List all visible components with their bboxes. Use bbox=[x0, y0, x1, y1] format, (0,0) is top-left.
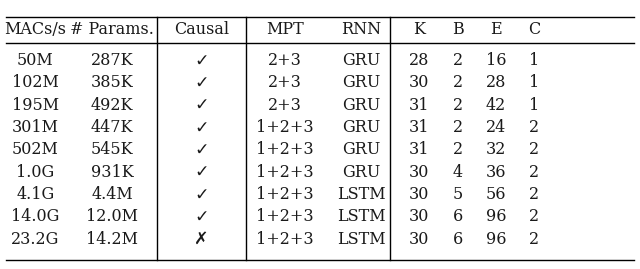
Text: 6: 6 bbox=[452, 231, 463, 248]
Text: ✓: ✓ bbox=[195, 96, 209, 114]
Text: 56: 56 bbox=[486, 186, 506, 203]
Text: 2+3: 2+3 bbox=[268, 97, 301, 114]
Text: ✓: ✓ bbox=[195, 52, 209, 69]
Text: 1: 1 bbox=[529, 74, 540, 91]
Text: 31: 31 bbox=[409, 141, 429, 158]
Text: # Params.: # Params. bbox=[70, 21, 154, 38]
Text: 502M: 502M bbox=[12, 141, 59, 158]
Text: 50M: 50M bbox=[17, 52, 54, 69]
Text: 4.4M: 4.4M bbox=[91, 186, 133, 203]
Text: 31: 31 bbox=[409, 97, 429, 114]
Text: 102M: 102M bbox=[12, 74, 59, 91]
Text: 4.1G: 4.1G bbox=[16, 186, 54, 203]
Text: ✗: ✗ bbox=[195, 230, 209, 248]
Text: 2: 2 bbox=[529, 141, 540, 158]
Text: 96: 96 bbox=[486, 208, 506, 225]
Text: ✓: ✓ bbox=[195, 208, 209, 226]
Text: GRU: GRU bbox=[342, 97, 381, 114]
Text: 492K: 492K bbox=[91, 97, 133, 114]
Text: LSTM: LSTM bbox=[337, 186, 386, 203]
Text: 1.0G: 1.0G bbox=[16, 164, 54, 181]
Text: GRU: GRU bbox=[342, 119, 381, 136]
Text: ✓: ✓ bbox=[195, 119, 209, 136]
Text: LSTM: LSTM bbox=[337, 208, 386, 225]
Text: GRU: GRU bbox=[342, 74, 381, 91]
Text: 96: 96 bbox=[486, 231, 506, 248]
Text: 545K: 545K bbox=[91, 141, 133, 158]
Text: 36: 36 bbox=[486, 164, 506, 181]
Text: 23.2G: 23.2G bbox=[11, 231, 60, 248]
Text: ✓: ✓ bbox=[195, 141, 209, 159]
Text: E: E bbox=[490, 21, 502, 38]
Text: 4: 4 bbox=[452, 164, 463, 181]
Text: 32: 32 bbox=[486, 141, 506, 158]
Text: 1+2+3: 1+2+3 bbox=[256, 231, 314, 248]
Text: 28: 28 bbox=[486, 74, 506, 91]
Text: 42: 42 bbox=[486, 97, 506, 114]
Text: LSTM: LSTM bbox=[337, 231, 386, 248]
Text: 2+3: 2+3 bbox=[268, 52, 301, 69]
Text: 5: 5 bbox=[452, 186, 463, 203]
Text: 30: 30 bbox=[409, 186, 429, 203]
Text: 287K: 287K bbox=[91, 52, 133, 69]
Text: 1: 1 bbox=[529, 52, 540, 69]
Text: 2: 2 bbox=[452, 74, 463, 91]
Text: 30: 30 bbox=[409, 164, 429, 181]
Text: ✓: ✓ bbox=[195, 74, 209, 92]
Text: 2: 2 bbox=[529, 208, 540, 225]
Text: 2+3: 2+3 bbox=[268, 74, 301, 91]
Text: 2: 2 bbox=[452, 119, 463, 136]
Text: RNN: RNN bbox=[342, 21, 381, 38]
Text: 30: 30 bbox=[409, 74, 429, 91]
Text: 2: 2 bbox=[452, 52, 463, 69]
Text: 2: 2 bbox=[529, 231, 540, 248]
Text: 30: 30 bbox=[409, 208, 429, 225]
Text: ✓: ✓ bbox=[195, 163, 209, 181]
Text: 301M: 301M bbox=[12, 119, 59, 136]
Text: 31: 31 bbox=[409, 119, 429, 136]
Text: 2: 2 bbox=[529, 119, 540, 136]
Text: MPT: MPT bbox=[266, 21, 303, 38]
Text: 1+2+3: 1+2+3 bbox=[256, 141, 314, 158]
Text: GRU: GRU bbox=[342, 164, 381, 181]
Text: MACs/s: MACs/s bbox=[4, 21, 66, 38]
Text: 447K: 447K bbox=[91, 119, 133, 136]
Text: Causal: Causal bbox=[174, 21, 229, 38]
Text: 28: 28 bbox=[409, 52, 429, 69]
Text: 1: 1 bbox=[529, 97, 540, 114]
Text: GRU: GRU bbox=[342, 52, 381, 69]
Text: 12.0M: 12.0M bbox=[86, 208, 138, 225]
Text: 14.0G: 14.0G bbox=[11, 208, 60, 225]
Text: 2: 2 bbox=[529, 164, 540, 181]
Text: 30: 30 bbox=[409, 231, 429, 248]
Text: 1+2+3: 1+2+3 bbox=[256, 164, 314, 181]
Text: 2: 2 bbox=[529, 186, 540, 203]
Text: 385K: 385K bbox=[91, 74, 133, 91]
Text: K: K bbox=[413, 21, 425, 38]
Text: 16: 16 bbox=[486, 52, 506, 69]
Text: 1+2+3: 1+2+3 bbox=[256, 119, 314, 136]
Text: 2: 2 bbox=[452, 97, 463, 114]
Text: 14.2M: 14.2M bbox=[86, 231, 138, 248]
Text: 195M: 195M bbox=[12, 97, 59, 114]
Text: 1+2+3: 1+2+3 bbox=[256, 186, 314, 203]
Text: B: B bbox=[452, 21, 463, 38]
Text: 1+2+3: 1+2+3 bbox=[256, 208, 314, 225]
Text: 6: 6 bbox=[452, 208, 463, 225]
Text: 2: 2 bbox=[452, 141, 463, 158]
Text: 931K: 931K bbox=[91, 164, 133, 181]
Text: ✓: ✓ bbox=[195, 186, 209, 203]
Text: 24: 24 bbox=[486, 119, 506, 136]
Text: GRU: GRU bbox=[342, 141, 381, 158]
Text: C: C bbox=[528, 21, 541, 38]
